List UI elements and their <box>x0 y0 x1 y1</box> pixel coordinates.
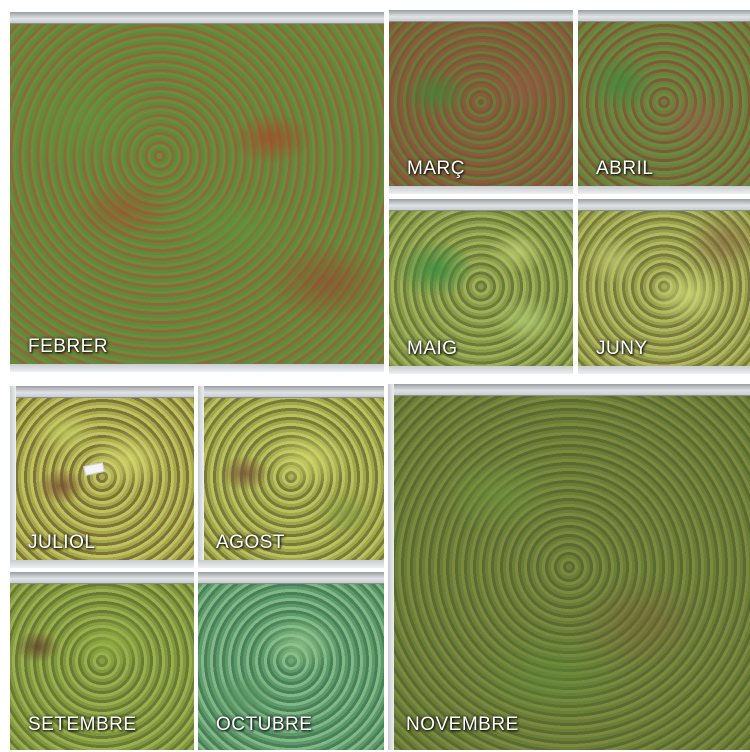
month-label-maig: MAIG <box>407 338 458 359</box>
photo-setembre: SETEMBRE <box>10 572 194 750</box>
tray-frame <box>388 384 394 750</box>
tray-frame <box>10 560 194 568</box>
tray-frame <box>198 572 384 584</box>
photo-juny: JUNY <box>578 199 750 374</box>
tray-frame <box>10 364 384 372</box>
photo-febrer: FEBRER <box>10 12 384 372</box>
plant-tag <box>83 462 105 476</box>
month-label-agost: AGOST <box>216 532 286 553</box>
month-label-juliol: JULIOL <box>28 532 96 553</box>
photo-juliol: JULIOL <box>10 386 194 568</box>
tray-frame <box>10 12 384 24</box>
tray-frame <box>10 386 16 568</box>
month-label-octubre: OCTUBRE <box>216 714 313 735</box>
tray-frame <box>10 572 194 584</box>
photo-octubre: OCTUBRE <box>198 572 384 750</box>
month-label-novembre: NOVEMBRE <box>406 714 519 735</box>
tray-frame <box>578 199 750 211</box>
month-label-abril: ABRIL <box>596 158 654 179</box>
tray-frame <box>10 386 194 398</box>
tray-frame <box>578 366 750 374</box>
tray-frame <box>388 384 750 396</box>
tray-frame <box>198 386 384 398</box>
photo-abril: ABRIL <box>578 10 750 194</box>
photo-novembre: NOVEMBRE <box>388 384 750 750</box>
photo-maig: MAIG <box>389 199 573 374</box>
month-label-juny: JUNY <box>596 338 648 359</box>
photo-marc: MARÇ <box>389 10 573 194</box>
tray-frame <box>198 560 384 568</box>
month-label-febrer: FEBRER <box>28 336 109 357</box>
month-label-setembre: SETEMBRE <box>28 714 137 735</box>
tray-frame <box>389 10 573 22</box>
tray-frame <box>389 366 573 374</box>
tray-frame <box>389 186 573 194</box>
photo-agost: AGOST <box>198 386 384 568</box>
tray-frame <box>578 186 750 194</box>
tray-frame <box>389 199 573 211</box>
month-label-marc: MARÇ <box>407 158 465 179</box>
tray-frame <box>578 10 750 22</box>
tray-frame <box>198 386 204 568</box>
